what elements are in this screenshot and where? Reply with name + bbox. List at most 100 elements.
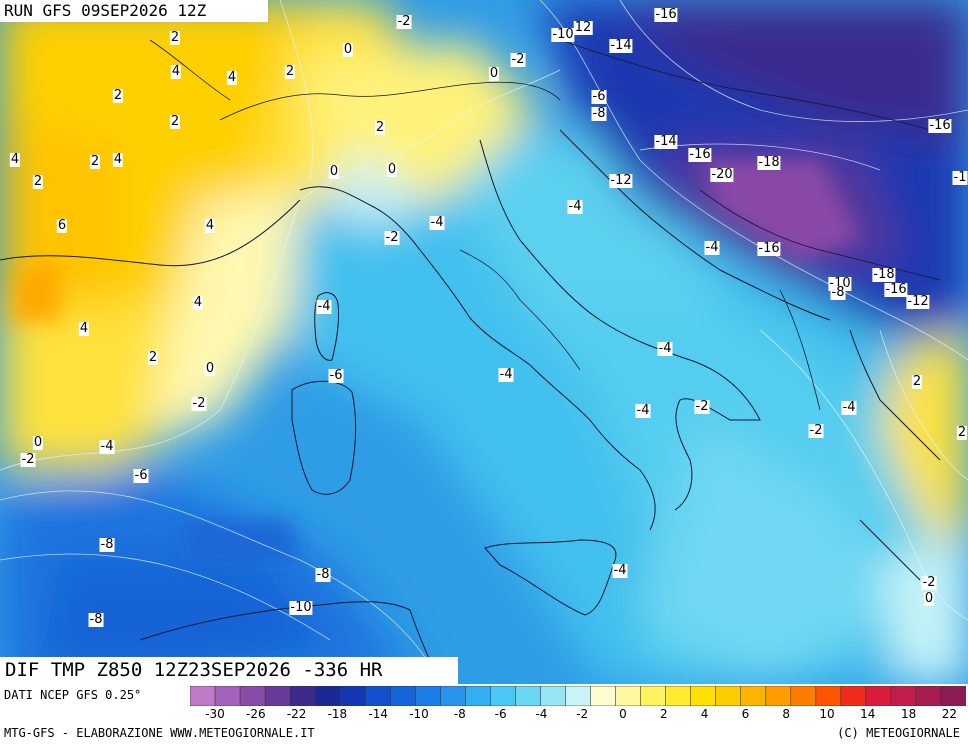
isoline-label: -2 [694,399,710,414]
isoline-label: -16 [654,7,678,22]
isoline-label: -4 [704,240,720,255]
color-field [0,0,968,684]
isoline-label: -4 [657,341,673,356]
isoline-label: 2 [374,120,386,135]
isoline-label: 2 [32,174,44,189]
colorbar-swatch [840,686,867,706]
isoline-label: 2 [169,30,181,45]
colorbar-swatch [890,686,917,706]
colorbar-swatch [389,686,417,706]
colorbar-swatch [540,686,567,706]
colorbar-swatch [815,686,842,706]
colorbar-tick-label: -2 [576,707,589,721]
isoline-label: 0 [204,361,216,376]
colorbar-swatch [740,686,767,706]
isoline-label: -4 [567,199,583,214]
isoline-label: -2 [20,452,36,467]
isoline-label: -4 [316,299,332,314]
isoline-label: -2 [191,396,207,411]
temperature-anomaly-map [0,0,968,684]
isoline-label: 0 [32,435,44,450]
colorbar-swatch [615,686,642,706]
isoline-label: 2 [147,350,159,365]
colorbar-swatch [690,686,717,706]
isoline-label: -2 [510,52,526,67]
colorbar-swatch [314,686,341,706]
isoline-label: -16 [757,241,781,256]
colorbar-swatch [414,686,442,706]
isoline-label: -8 [315,567,331,582]
isoline-label: -8 [99,537,115,552]
colorbar-tick-label: 6 [741,707,750,721]
isoline-label: -4 [498,367,514,382]
isoline-label: -16 [688,147,712,162]
isoline-label: -4 [635,403,651,418]
isoline-label: 12 [573,20,593,35]
isoline-label: -2 [384,230,400,245]
colorbar-tick-label: 22 [941,707,958,721]
colorbar-swatch [915,686,942,706]
colorbar-tick-label: -8 [453,707,466,721]
colorbar-tick-label: 8 [782,707,791,721]
isoline-label: 2 [284,64,296,79]
colorbar-swatch [590,686,617,706]
colorbar-ticks: -30-26-22-18-14-10-8-6-4-202468101418223… [190,707,966,723]
isolines [0,0,968,684]
isoline-label: -4 [429,215,445,230]
isoline-label: -10 [551,27,575,42]
colorbar-swatch [715,686,742,706]
isoline-label: -10 [289,600,313,615]
isoline-label: -2 [808,423,824,438]
colorbar-swatch [289,686,316,706]
isoline-label: -1 [952,170,968,185]
isoline-label: 0 [488,66,500,81]
isoline-label: -6 [133,468,149,483]
isoline-label: 4 [226,70,238,85]
colorbar-tick-label: 14 [860,707,876,721]
colorbar-swatch [565,686,592,706]
colorbar-swatch [640,686,667,706]
data-source: DATI NCEP GFS 0.25° [4,688,142,702]
isoline-label: -18 [757,155,781,170]
isoline-label: 4 [112,152,124,167]
isoline-label: 2 [956,425,968,440]
isoline-label: -8 [88,612,104,627]
colorbar-swatch [765,686,792,706]
colorbar-tick-label: -14 [368,707,388,721]
colorbar-tick-label: -26 [245,707,266,721]
colorbar-swatch [364,686,392,706]
colorbar-tick-label: -22 [286,707,307,721]
isoline-label: -6 [591,89,607,104]
colorbar-swatch [190,686,216,706]
isoline-label: 2 [911,374,923,389]
isoline-label: -6 [328,368,344,383]
footer-copyright: (C) METEOGIORNALE [837,726,960,740]
isoline-label: -4 [841,400,857,415]
colorbar-tick-label: -6 [494,707,507,721]
isoline-label: -2 [921,575,937,590]
colorbar-swatch [339,686,367,706]
isoline-label: -12 [906,294,930,309]
isoline-label: 0 [342,42,354,57]
isoline-label: -2 [396,14,412,29]
isoline-label: 4 [204,218,216,233]
colorbar-tick-label: 2 [659,707,668,721]
colorbar-tick-label: -18 [327,707,348,721]
isoline-label: 4 [192,295,204,310]
isoline-label: -20 [710,167,734,182]
colorbar-swatch [490,686,517,706]
isoline-label: -4 [612,563,628,578]
colorbar-swatch [214,686,241,706]
isoline-label: 0 [328,164,340,179]
isoline-label: 2 [112,88,124,103]
isoline-label: -14 [609,38,633,53]
isoline-label: -16 [884,282,908,297]
isoline-label: -14 [654,134,678,149]
colorbar-swatch [665,686,692,706]
isoline-label: 0 [386,162,398,177]
isoline-label: 2 [169,114,181,129]
footer-credit: MTG-GFS - ELABORAZIONE WWW.METEOGIORNALE… [4,726,315,740]
colorbar-swatch [940,686,966,706]
isoline-label: 2 [89,154,101,169]
